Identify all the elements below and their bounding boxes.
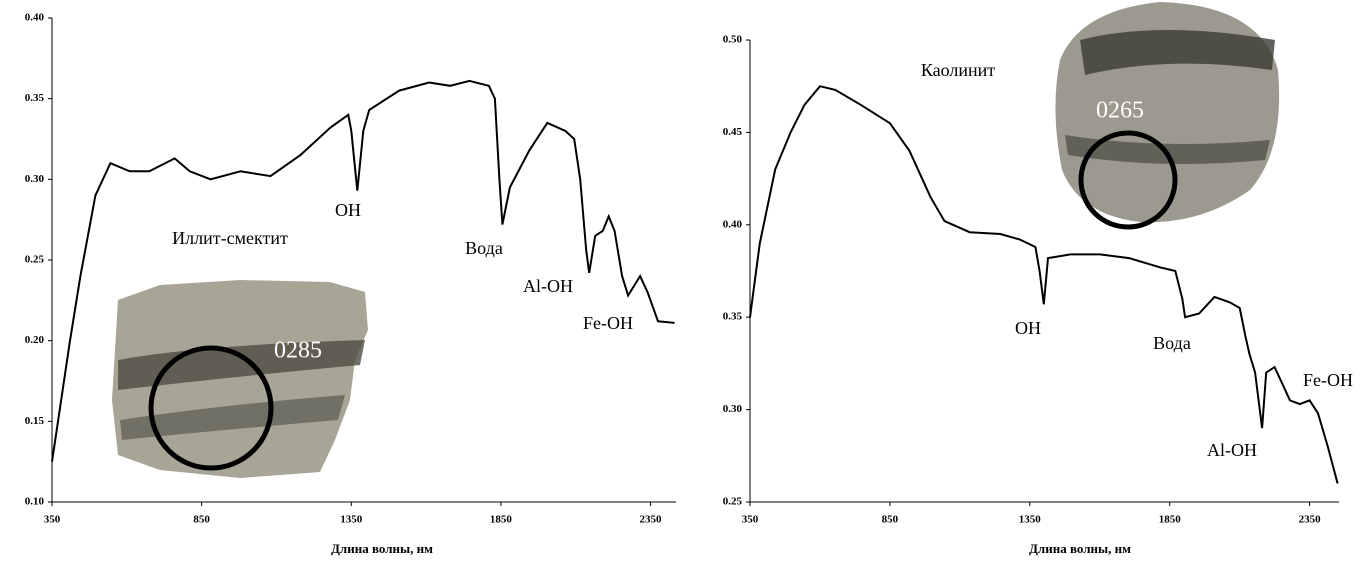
y-tick-label: 0.10	[25, 496, 45, 508]
y-tick-label: 0.50	[723, 34, 743, 46]
y-tick-label: 0.40	[723, 218, 743, 230]
rock-band	[1065, 135, 1270, 164]
rock-photo	[112, 280, 368, 478]
annotation: Al-OH	[1207, 440, 1257, 460]
photo-label: 0265	[1096, 98, 1144, 124]
x-tick-label: 350	[742, 514, 759, 526]
annotation: Вода	[1153, 333, 1191, 353]
y-tick-label: 0.45	[723, 126, 743, 138]
y-tick-label: 0.40	[25, 12, 45, 24]
y-tick-label: 0.35	[723, 311, 743, 323]
photo-label: 0285	[274, 338, 322, 364]
x-tick-label: 1350	[1019, 514, 1042, 526]
annotation: Fe-OH	[1303, 370, 1353, 390]
annotation: Вода	[465, 238, 503, 258]
annotation: Al-OH	[523, 276, 573, 296]
y-tick-label: 0.35	[25, 92, 45, 104]
x-tick-label: 1850	[490, 514, 513, 526]
x-tick-label: 1350	[340, 514, 363, 526]
rock-photo	[1055, 2, 1280, 230]
highlight-circle	[1078, 130, 1178, 230]
y-tick-label: 0.15	[25, 415, 45, 427]
x-axis-label: Длина волны, нм	[331, 541, 433, 556]
spectrum-line	[749, 85, 1339, 484]
y-tick-label: 0.30	[25, 173, 45, 185]
y-tick-label: 0.25	[25, 254, 45, 266]
x-tick-label: 2350	[1299, 514, 1322, 526]
y-tick-label: 0.25	[723, 496, 743, 508]
annotation: OH	[335, 200, 361, 220]
x-tick-label: 350	[44, 514, 61, 526]
rock-band	[1080, 30, 1275, 75]
y-tick-label: 0.30	[723, 403, 743, 415]
annotation: Fe-OH	[583, 313, 633, 333]
x-tick-label: 850	[193, 514, 210, 526]
annotation: Иллит-смектит	[172, 228, 288, 248]
x-tick-label: 2350	[640, 514, 663, 526]
y-tick-label: 0.20	[25, 334, 45, 346]
highlight-circle	[148, 345, 274, 471]
x-tick-label: 850	[882, 514, 899, 526]
spectrum-line	[51, 79, 675, 462]
x-tick-label: 1850	[1159, 514, 1182, 526]
annotation: Каолинит	[921, 60, 995, 80]
rock-band	[120, 395, 345, 440]
annotation: OH	[1015, 318, 1041, 338]
x-axis-label: Длина волны, нм	[1029, 541, 1131, 556]
rock-band	[118, 340, 365, 390]
